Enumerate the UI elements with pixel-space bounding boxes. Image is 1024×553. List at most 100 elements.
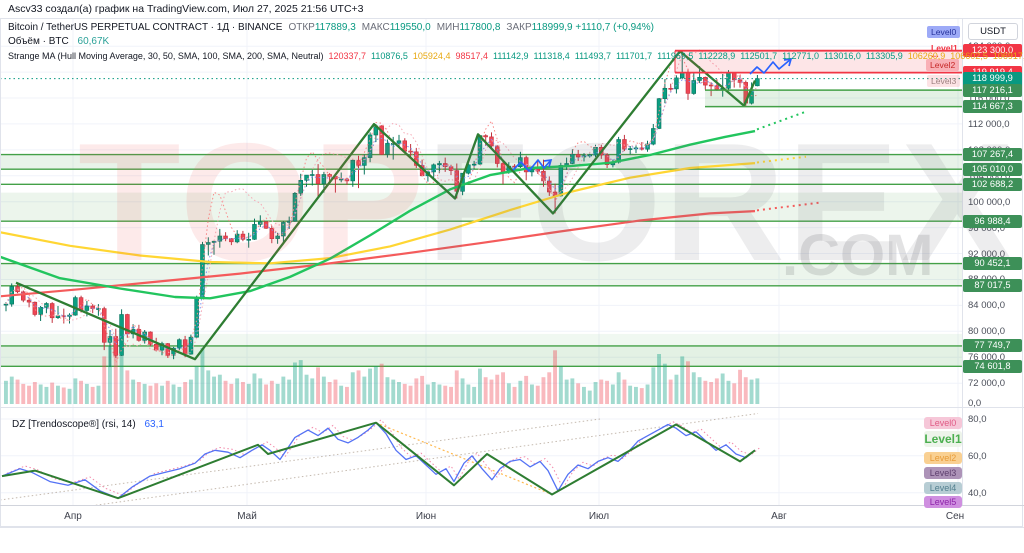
ma-value: 98517,4 (455, 51, 488, 61)
ma-value: 105924,4 (412, 51, 451, 61)
time-axis-label-Июн[interactable]: Июн (415, 511, 437, 522)
main-level-label-level3: Level3 (927, 75, 961, 87)
price-axis-separator (962, 18, 963, 505)
price-axis-label[interactable]: 112 000,0 (968, 119, 1010, 130)
sr-zone-top (705, 90, 962, 107)
bottom-separator (0, 527, 1024, 528)
chart-attribution-title: Ascv33 создал(а) график на TradingView.c… (8, 3, 364, 15)
watermark-com: .COM (782, 223, 934, 288)
indicator-axis-label[interactable]: 40,0 (968, 488, 987, 499)
price-badge-green: 105 010,0 (963, 163, 1022, 176)
legend-volume-row[interactable]: Объём · BTC 60,67K (8, 36, 1024, 48)
indicator-level-badge-level2: Level2 (924, 452, 962, 464)
indicator-axis-label[interactable]: 60,0 (968, 451, 987, 462)
rsi-orange-line (375, 422, 553, 496)
ohlc-label: ОТКР (288, 22, 315, 33)
legend-ma-row[interactable]: Strange MA (Hull Moving Average, 30, 50,… (8, 50, 1024, 62)
chart-frame (0, 18, 1023, 527)
price-badge-green: 96 988,4 (963, 215, 1022, 228)
ma-value: 111318,4 (533, 51, 570, 61)
ma-values: 120337,7 110876,5 105924,4 98517,4 111142,9 1… (323, 51, 1024, 61)
ohlc-value: 117889,3 (314, 22, 356, 33)
price-axis-label[interactable]: 116 000,0 (968, 93, 1010, 104)
price-badge-green: 77 749,7 (963, 339, 1022, 352)
time-axis-label-Май[interactable]: Май (237, 511, 257, 522)
price-axis-label[interactable]: 80 000,0 (968, 326, 1005, 337)
bottom-bar: TradingView (0, 528, 1024, 553)
drawing-arrow (749, 58, 792, 75)
main-level-label-level1: Level1… (931, 43, 958, 59)
volume-bars (4, 346, 760, 405)
indicator-title[interactable]: DZ [Trendoscope®] (rsi, 14) (12, 419, 136, 430)
ma-value: 112228,9 (698, 51, 736, 61)
ma-value: 120337,7 (328, 51, 367, 61)
price-axis-label[interactable]: 76 000,0 (968, 352, 1005, 363)
ohlc-label: ЗАКР (506, 22, 532, 33)
sr-zone (0, 345, 962, 367)
price-axis-label[interactable]: 92 000,0 (968, 249, 1005, 260)
ma-value: 106602,5 (950, 51, 988, 61)
ohlc-values: ОТКР117889,3 МАКС119550,0 МИН117800,8 ЗАКР1… (282, 22, 572, 33)
ma-projection (756, 155, 807, 164)
time-axis-label-Июл[interactable]: Июл (588, 511, 610, 522)
main-level-label-level2: Level2 (926, 59, 960, 71)
ma-line-green_sma50 (0, 129, 756, 300)
level-dots: … (931, 50, 939, 59)
price-axis-label[interactable]: 84 000,0 (968, 300, 1005, 311)
legend-symbol-row[interactable]: Bitcoin / TetherUS PERPETUAL CONTRACT · … (8, 22, 1024, 34)
ma-value: 112501,7 (740, 51, 778, 61)
pane-separator[interactable] (0, 407, 1024, 408)
rsi-zigzag-line (1, 421, 756, 500)
ohlc-label: МИН (436, 22, 460, 33)
time-axis-label-Сен[interactable]: Сен (945, 511, 965, 522)
ma-value: 110876,5 (371, 51, 408, 61)
ma-value: 113016,0 (823, 51, 861, 61)
main-pane (0, 49, 962, 405)
price-badge-green: 117 216,1 (963, 84, 1022, 97)
ma-projection (756, 201, 823, 212)
indicator-pane (0, 413, 761, 505)
ma-line-red_sma200 (0, 210, 756, 298)
indicator-level-badge-level3: Level3 (924, 467, 962, 479)
price-badge-green: 102 688,2 (963, 178, 1022, 191)
time-axis-label-Апр[interactable]: Апр (64, 511, 82, 522)
sr-zone (0, 263, 962, 286)
time-axis-label-Авг[interactable]: Авг (771, 511, 787, 522)
gridlines (0, 19, 962, 505)
watermark-topforex: TOPFOREX (78, 118, 1013, 286)
currency-toggle-button[interactable]: USDT (968, 23, 1018, 40)
main-level-label-level0: Level0 (927, 26, 961, 38)
zigzag-line (15, 50, 757, 361)
price-axis-label[interactable]: 96 000,0 (968, 223, 1005, 234)
indicator-level-badge-level0: Level0 (924, 417, 962, 429)
price-axis-label[interactable]: 100 000,0 (968, 197, 1011, 208)
symbol-title[interactable]: Bitcoin / TetherUS PERPETUAL CONTRACT · … (8, 22, 283, 33)
price-axis-label[interactable]: 104 000,0 (968, 171, 1011, 182)
price-badge-green: 107 267,4 (963, 148, 1022, 161)
price-axis-label[interactable]: 72 000,0 (968, 378, 1005, 389)
volume-label[interactable]: Объём · BTC (8, 36, 69, 47)
indicator-legend[interactable]: DZ [Trendoscope®] (rsi, 14) 63,1 (12, 419, 164, 430)
change-value: +1110,7 (+0,94%) (575, 22, 654, 33)
indicator-axis-label[interactable]: 80,0 (968, 414, 987, 425)
time-axis-separator (0, 505, 1024, 506)
ohlc-label: МАКС (361, 22, 390, 33)
price-badge-green: 74 601,8 (963, 360, 1022, 373)
sr-zone (0, 192, 962, 222)
watermark-top: TOP (78, 108, 427, 296)
ma-value: 111969,5 (657, 51, 694, 61)
rsi-blue-line (1, 422, 756, 499)
ma-value: 111701,7 (615, 51, 653, 61)
indicator-level-badge-level4: Level4 (924, 482, 962, 494)
ma-value: 111493,7 (574, 51, 611, 61)
volume-axis-zero-label: 0,0 (968, 398, 982, 409)
watermark-forex: FOREX (426, 108, 1016, 296)
ma-indicator-title[interactable]: Strange MA (Hull Moving Average, 30, 50,… (8, 51, 324, 61)
ma-line-yellow_sma100 (0, 162, 756, 265)
drawing-arrow (512, 159, 552, 172)
volume-value: 60,67K (77, 36, 110, 47)
ma-projection (756, 110, 807, 131)
indicator-value: 63,1 (144, 419, 164, 430)
